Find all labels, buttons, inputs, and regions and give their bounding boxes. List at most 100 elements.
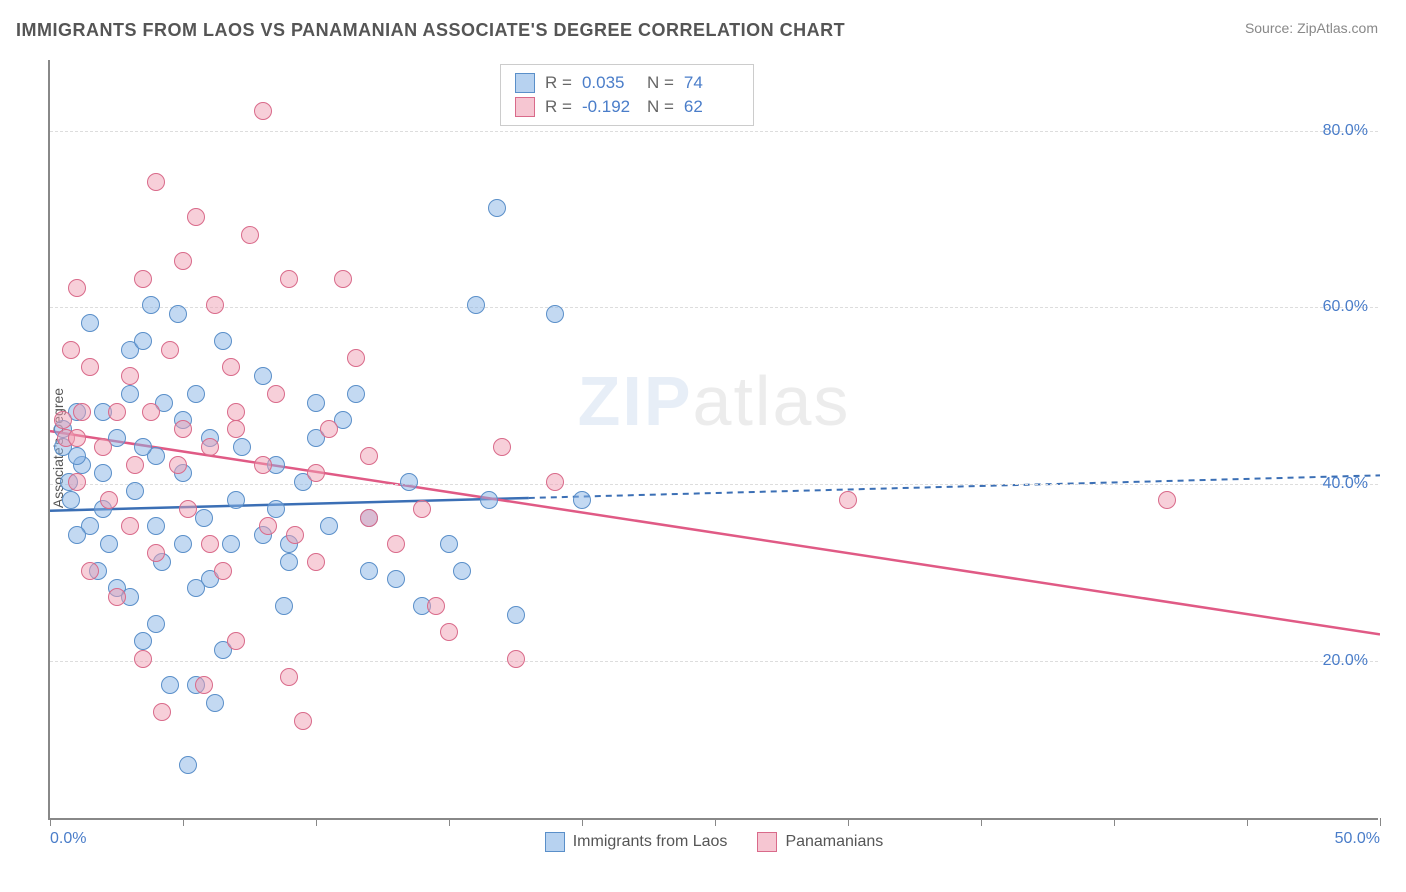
- data-point: [453, 562, 471, 580]
- x-tick: [1247, 818, 1248, 826]
- x-tick: [582, 818, 583, 826]
- data-point: [174, 420, 192, 438]
- x-tick: [183, 818, 184, 826]
- data-point: [68, 473, 86, 491]
- data-point: [227, 491, 245, 509]
- data-point: [68, 279, 86, 297]
- data-point: [206, 296, 224, 314]
- data-point: [254, 102, 272, 120]
- data-point: [400, 473, 418, 491]
- data-point: [206, 694, 224, 712]
- y-tick-label: 20.0%: [1323, 652, 1368, 670]
- data-point: [108, 588, 126, 606]
- swatch-pink-icon: [757, 832, 777, 852]
- data-point: [68, 429, 86, 447]
- data-point: [467, 296, 485, 314]
- data-point: [134, 270, 152, 288]
- chart-title: IMMIGRANTS FROM LAOS VS PANAMANIAN ASSOC…: [16, 20, 845, 41]
- data-point: [169, 305, 187, 323]
- chart-container: Associate's Degree ZIPatlas R = 0.035 N …: [48, 60, 1378, 820]
- data-point: [94, 438, 112, 456]
- data-point: [440, 535, 458, 553]
- data-point: [493, 438, 511, 456]
- r-value-2: -0.192: [582, 97, 637, 117]
- data-point: [307, 464, 325, 482]
- data-point: [195, 676, 213, 694]
- data-point: [360, 509, 378, 527]
- data-point: [507, 650, 525, 668]
- data-point: [147, 544, 165, 562]
- chart-source: Source: ZipAtlas.com: [1245, 20, 1378, 36]
- data-point: [147, 615, 165, 633]
- grid-line: [50, 661, 1378, 662]
- y-tick-label: 60.0%: [1323, 298, 1368, 316]
- data-point: [280, 668, 298, 686]
- data-point: [187, 385, 205, 403]
- data-point: [169, 456, 187, 474]
- data-point: [147, 173, 165, 191]
- data-point: [507, 606, 525, 624]
- data-point: [100, 491, 118, 509]
- x-tick: [449, 818, 450, 826]
- data-point: [546, 473, 564, 491]
- data-point: [126, 482, 144, 500]
- data-point: [387, 570, 405, 588]
- data-point: [62, 341, 80, 359]
- data-point: [62, 491, 80, 509]
- data-point: [280, 553, 298, 571]
- data-point: [334, 270, 352, 288]
- data-point: [174, 252, 192, 270]
- data-point: [1158, 491, 1176, 509]
- data-point: [227, 403, 245, 421]
- data-point: [387, 535, 405, 553]
- swatch-pink-icon: [515, 97, 535, 117]
- data-point: [187, 579, 205, 597]
- grid-line: [50, 484, 1378, 485]
- swatch-blue-icon: [545, 832, 565, 852]
- data-point: [294, 712, 312, 730]
- legend-item-1: Immigrants from Laos: [545, 832, 728, 852]
- data-point: [214, 332, 232, 350]
- data-point: [121, 367, 139, 385]
- data-point: [121, 385, 139, 403]
- data-point: [546, 305, 564, 323]
- data-point: [222, 358, 240, 376]
- data-point: [427, 597, 445, 615]
- y-tick-label: 40.0%: [1323, 475, 1368, 493]
- data-point: [267, 500, 285, 518]
- data-point: [179, 500, 197, 518]
- data-point: [267, 385, 285, 403]
- data-point: [174, 535, 192, 553]
- plot-area: ZIPatlas R = 0.035 N = 74 R = -0.192 N =…: [48, 60, 1378, 820]
- x-tick-label: 50.0%: [1335, 830, 1380, 848]
- data-point: [307, 553, 325, 571]
- y-tick-label: 80.0%: [1323, 122, 1368, 140]
- data-point: [573, 491, 591, 509]
- data-point: [480, 491, 498, 509]
- data-point: [227, 632, 245, 650]
- data-point: [347, 349, 365, 367]
- x-tick: [981, 818, 982, 826]
- data-point: [233, 438, 251, 456]
- data-point: [153, 703, 171, 721]
- data-point: [280, 270, 298, 288]
- data-point: [68, 526, 86, 544]
- data-point: [121, 517, 139, 535]
- data-point: [81, 562, 99, 580]
- data-point: [254, 367, 272, 385]
- data-point: [413, 500, 431, 518]
- data-point: [286, 526, 304, 544]
- bottom-legend: Immigrants from Laos Panamanians: [50, 832, 1378, 852]
- data-point: [161, 341, 179, 359]
- data-point: [360, 562, 378, 580]
- data-point: [360, 447, 378, 465]
- stats-legend-box: R = 0.035 N = 74 R = -0.192 N = 62: [500, 64, 754, 126]
- watermark: ZIPatlas: [578, 361, 851, 441]
- data-point: [187, 208, 205, 226]
- stats-row-2: R = -0.192 N = 62: [515, 95, 739, 119]
- legend-item-2: Panamanians: [757, 832, 883, 852]
- data-point: [142, 296, 160, 314]
- data-point: [161, 676, 179, 694]
- data-point: [222, 535, 240, 553]
- data-point: [134, 332, 152, 350]
